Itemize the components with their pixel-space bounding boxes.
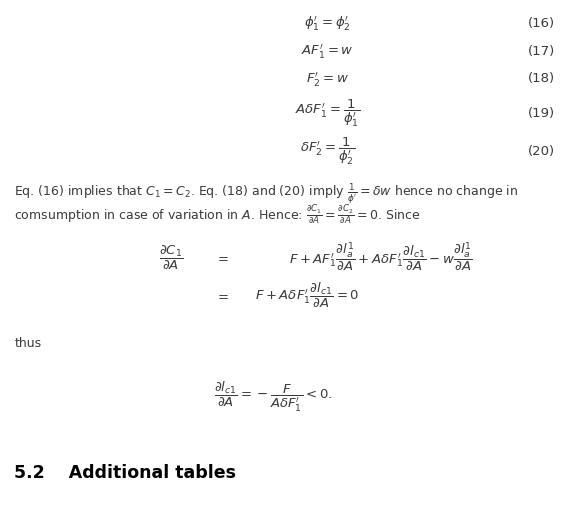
Text: $F_2' = w$: $F_2' = w$: [306, 70, 349, 88]
Text: 5.2    Additional tables: 5.2 Additional tables: [14, 464, 236, 482]
Text: comsumption in case of variation in $A$. Hence: $\frac{\partial C_1}{\partial A}: comsumption in case of variation in $A$.…: [14, 204, 421, 227]
Text: (18): (18): [527, 72, 555, 85]
Text: $=$: $=$: [215, 289, 229, 302]
Text: (20): (20): [527, 145, 555, 158]
Text: $\dfrac{\partial C_1}{\partial A}$: $\dfrac{\partial C_1}{\partial A}$: [159, 243, 183, 272]
Text: Eq. (16) implies that $C_1 = C_2$. Eq. (18) and (20) imply $\frac{1}{\phi'} = \d: Eq. (16) implies that $C_1 = C_2$. Eq. (…: [14, 181, 518, 206]
Text: $\delta F_2' = \dfrac{1}{\phi_2'}$: $\delta F_2' = \dfrac{1}{\phi_2'}$: [299, 136, 355, 167]
Text: thus: thus: [14, 337, 42, 350]
Text: $\phi_1' = \phi_2'$: $\phi_1' = \phi_2'$: [304, 14, 351, 32]
Text: $A\delta F_1' = \dfrac{1}{\phi_1'}$: $A\delta F_1' = \dfrac{1}{\phi_1'}$: [295, 98, 360, 129]
Text: (19): (19): [527, 107, 555, 120]
Text: $\dfrac{\partial l_{c1}}{\partial A} = -\dfrac{F}{A\delta F_1'} < 0.$: $\dfrac{\partial l_{c1}}{\partial A} = -…: [214, 379, 332, 414]
Text: (16): (16): [527, 17, 555, 30]
Text: $=$: $=$: [215, 251, 229, 264]
Text: $F + A\delta F_1'\dfrac{\partial l_{c1}}{\partial A} = 0$: $F + A\delta F_1'\dfrac{\partial l_{c1}}…: [255, 281, 360, 310]
Text: (17): (17): [527, 44, 555, 58]
Text: $AF_1' = w$: $AF_1' = w$: [301, 42, 353, 60]
Text: $F + AF_1'\dfrac{\partial l_a^1}{\partial A} + A\delta F_1'\dfrac{\partial l_{c1: $F + AF_1'\dfrac{\partial l_a^1}{\partia…: [289, 241, 473, 274]
